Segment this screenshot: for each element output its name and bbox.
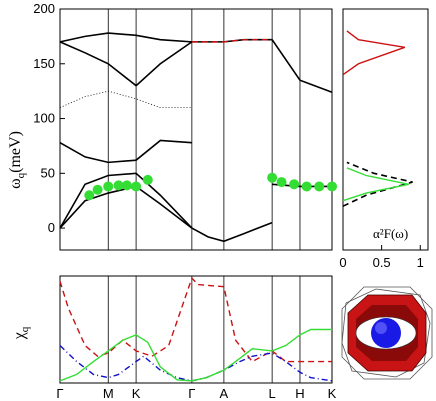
dispersion-ylabel: ωq(meV) <box>7 131 27 189</box>
green-marker <box>92 184 103 195</box>
dispersion-branch <box>59 185 193 229</box>
green-marker <box>276 177 287 188</box>
fermi-surface-icon <box>341 286 433 380</box>
green-marker <box>301 181 312 192</box>
nesting-curve <box>59 276 332 363</box>
dispersion-branch <box>59 90 192 108</box>
ytick-label: 150 <box>33 56 55 71</box>
ytick-label: 0 <box>48 220 55 235</box>
green-marker <box>142 174 153 185</box>
green-marker <box>314 181 325 192</box>
dispersion-ylabel-unit: (meV) <box>7 131 24 173</box>
kpoint-label: K <box>328 386 337 401</box>
kpoint-label: Γ <box>188 386 195 401</box>
eliashberg-xtick-label: 0 <box>339 255 346 270</box>
nesting-curve <box>59 345 333 382</box>
eliashberg-annotation: α²F(ω) <box>373 226 408 241</box>
dispersion-branch <box>59 172 193 229</box>
eliashberg-curve <box>342 161 413 207</box>
dispersion-branch <box>191 221 273 243</box>
eliashberg-curve <box>342 167 409 202</box>
ytick-label: 50 <box>41 165 55 180</box>
eliashberg-xtick-label: 1 <box>417 255 424 270</box>
dispersion-ylabel-main: ω <box>7 178 24 189</box>
ytick-label: 100 <box>33 111 55 126</box>
kpoint-label: K <box>132 386 141 401</box>
green-marker <box>113 180 124 191</box>
svg-text:ωq(meV): ωq(meV) <box>7 131 27 189</box>
dispersion-branch <box>59 41 193 87</box>
kpoint-label: A <box>220 386 229 401</box>
dispersion-ylabel-sub: q <box>15 172 27 178</box>
kpoint-label: Γ <box>56 386 63 401</box>
green-marker <box>267 172 278 183</box>
eliashberg-xtick-label: 0.5 <box>373 255 391 270</box>
green-marker <box>327 181 337 192</box>
kpoint-label: L <box>269 386 276 401</box>
eliashberg-frame <box>342 8 429 251</box>
svg-text:χq: χq <box>11 326 31 340</box>
nesting-curve <box>59 328 332 382</box>
kpoint-label: M <box>103 386 114 401</box>
dispersion-branch <box>191 38 333 94</box>
dispersion-branch <box>191 38 273 43</box>
green-marker <box>103 181 114 192</box>
ytick-label: 200 <box>33 1 55 16</box>
nesting-frame <box>59 275 333 384</box>
green-marker <box>121 180 132 191</box>
phonon-dispersion-panel: 0 50 100 150 200 <box>33 1 337 251</box>
kpoint-label: H <box>295 386 304 401</box>
dispersion-branch <box>59 32 192 43</box>
green-marker <box>131 181 142 192</box>
dispersion-frame <box>59 8 333 251</box>
nesting-ylabel-main: χ <box>11 331 28 340</box>
green-marker <box>289 179 300 190</box>
green-marker <box>84 190 95 201</box>
eliashberg-function-panel: 0 0.5 1 α²F(ω) <box>339 8 429 270</box>
nesting-ylabel-sub: q <box>19 326 31 332</box>
dispersion-branch <box>59 139 192 164</box>
nesting-ylabel: χq <box>11 326 31 340</box>
eliashberg-curve <box>342 30 406 76</box>
